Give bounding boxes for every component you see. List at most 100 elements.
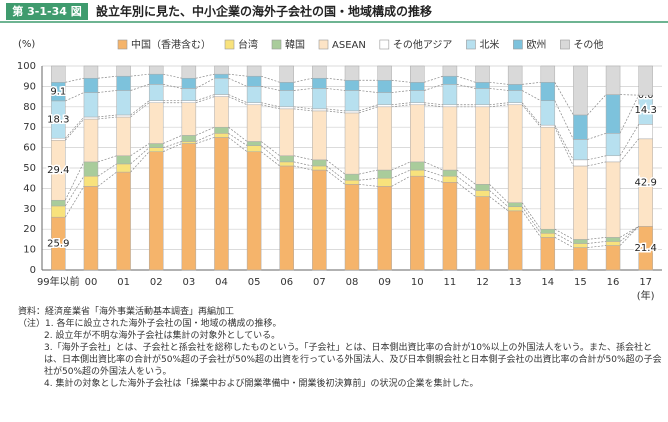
connector	[521, 102, 542, 126]
bar-segment	[605, 65, 621, 95]
bar-segment	[377, 177, 392, 187]
connector	[130, 73, 150, 77]
y-tick-label: 90	[23, 81, 36, 92]
data-label: 29.4	[47, 165, 69, 176]
bar-segment	[148, 143, 164, 148]
bar-segment	[83, 175, 99, 187]
y-axis-label: (%)	[18, 39, 35, 50]
bar-segment	[475, 104, 490, 108]
bar-segment	[344, 112, 360, 175]
x-tick-label: 99年以前	[37, 275, 80, 288]
x-tick-label: 10	[411, 277, 424, 288]
connector	[619, 226, 639, 238]
header-bg	[0, 0, 668, 22]
connector	[489, 196, 509, 212]
bar-segment	[279, 155, 294, 163]
bar-segment	[475, 106, 490, 185]
bar-segment	[83, 186, 99, 271]
bar-segment	[507, 102, 523, 106]
bar-segment	[246, 65, 262, 77]
connector	[97, 155, 117, 163]
connector	[130, 151, 150, 173]
connector	[260, 151, 280, 167]
connector	[587, 155, 607, 161]
legend-swatch	[117, 39, 128, 50]
connector	[326, 77, 346, 81]
connector	[293, 77, 313, 83]
connector	[260, 141, 280, 157]
connector	[65, 118, 85, 141]
bar-segment	[377, 104, 392, 108]
figure-number: 第 3-1-34 図	[12, 4, 81, 18]
bar-segment	[344, 173, 360, 181]
bar-segment	[148, 147, 164, 152]
chart: 第 3-1-34 図 設立年別に見た、中小企業の海外子会社の国・地域構成の推移 …	[0, 0, 668, 302]
connector	[587, 241, 607, 244]
bar-segment	[214, 96, 229, 128]
connector	[391, 102, 411, 106]
bar-segment	[573, 239, 588, 244]
bar-segment	[410, 161, 425, 171]
y-tick-label: 20	[23, 224, 36, 235]
connector	[619, 138, 639, 163]
bar-segment	[246, 151, 262, 271]
bar-segment	[410, 169, 425, 177]
connector	[424, 104, 443, 108]
bar-segment	[148, 100, 164, 103]
connector	[130, 100, 150, 116]
bar-segment	[214, 137, 229, 271]
bar-segment	[377, 106, 392, 171]
y-tick-label: 80	[23, 102, 36, 113]
connector	[521, 104, 542, 128]
connector	[163, 84, 182, 89]
bar-segment	[246, 145, 262, 152]
data-label: 21.4	[635, 243, 657, 254]
connector	[391, 79, 411, 83]
bar-segment	[475, 190, 490, 197]
note: 2. 設立年が不明な海外子会社は集計の対象外としている。	[44, 331, 281, 341]
bar-segment	[51, 199, 66, 207]
bar-segment	[83, 92, 99, 118]
bar-segment	[442, 104, 458, 108]
connector	[391, 161, 411, 171]
connector	[326, 110, 346, 114]
bar-segment	[181, 100, 197, 103]
bar-segment	[442, 65, 458, 77]
bar-segment	[442, 175, 458, 183]
connector	[261, 86, 280, 91]
connector	[326, 165, 346, 181]
connector	[97, 75, 117, 79]
connector	[456, 169, 476, 185]
data-label: 14.3	[635, 105, 657, 116]
connector	[260, 145, 280, 163]
bar-segment	[214, 65, 229, 75]
connector	[554, 82, 574, 116]
connector	[293, 108, 313, 112]
bar-segment	[442, 84, 458, 106]
legend-swatch	[224, 39, 235, 50]
source-note: 資料：経済産業省「海外事業活動基本調査」再編加工	[18, 307, 235, 317]
connector	[587, 161, 607, 167]
bar-segment	[507, 202, 523, 208]
connector	[489, 88, 509, 91]
connector	[619, 95, 639, 134]
connector	[228, 73, 248, 77]
connector	[456, 75, 476, 83]
connector	[521, 90, 541, 101]
connector	[65, 186, 85, 218]
connector	[358, 106, 378, 114]
connector	[554, 127, 574, 167]
bar-segment	[573, 247, 588, 271]
bar-segment	[540, 237, 556, 271]
bar-segment	[246, 86, 262, 103]
bar-segment	[344, 110, 360, 114]
bar-segment	[83, 65, 99, 79]
connector	[424, 84, 444, 91]
bar-segment	[116, 75, 131, 91]
legend-label: 中国（香港含む）	[131, 38, 211, 51]
x-tick-label: 04	[215, 277, 228, 288]
note: （注）1. 各年に設立された海外子会社の国・地域の構成の推移。	[18, 319, 282, 329]
bar-segment	[148, 73, 164, 85]
connector	[554, 124, 574, 161]
legend-label: 韓国	[285, 39, 305, 51]
